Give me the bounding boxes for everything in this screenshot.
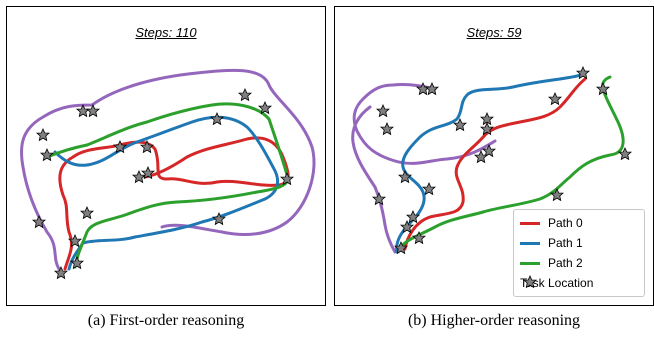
panel-first-order: Steps: 110 bbox=[6, 6, 326, 306]
path-2-line bbox=[47, 104, 288, 267]
legend-label: Path 1 bbox=[548, 236, 583, 250]
legend-item-task-location: Task Location bbox=[520, 274, 593, 292]
caption-higher-order: (b) Higher-order reasoning bbox=[334, 312, 654, 330]
legend-item-path-2: Path 2 bbox=[520, 254, 583, 272]
legend-label: Path 2 bbox=[548, 256, 583, 270]
caption-first-order: (a) First-order reasoning bbox=[6, 312, 326, 330]
legend-label: Path 0 bbox=[548, 216, 583, 230]
star-icon bbox=[87, 105, 99, 116]
legend: Path 0 Path 1 Path 2 Task Location bbox=[513, 209, 645, 297]
star-icon bbox=[549, 93, 561, 104]
star-icon bbox=[81, 207, 93, 218]
extra-path-line bbox=[354, 84, 495, 163]
path-1-swatch bbox=[520, 242, 540, 245]
star-icon bbox=[381, 123, 393, 134]
star-icon bbox=[239, 89, 251, 100]
legend-item-path-1: Path 1 bbox=[520, 234, 583, 252]
path-2-swatch bbox=[520, 262, 540, 265]
panel-higher-order: Steps: 59 bbox=[334, 6, 654, 306]
star-icon bbox=[377, 105, 389, 116]
star-icon bbox=[41, 149, 53, 160]
star-icon bbox=[426, 83, 438, 94]
path-plot bbox=[7, 7, 327, 307]
legend-item-path-0: Path 0 bbox=[520, 214, 583, 232]
path-0-swatch bbox=[520, 222, 540, 225]
star-icon bbox=[211, 113, 223, 124]
star-icon bbox=[399, 171, 411, 182]
star-icon bbox=[520, 274, 540, 290]
star-icon bbox=[37, 129, 49, 140]
